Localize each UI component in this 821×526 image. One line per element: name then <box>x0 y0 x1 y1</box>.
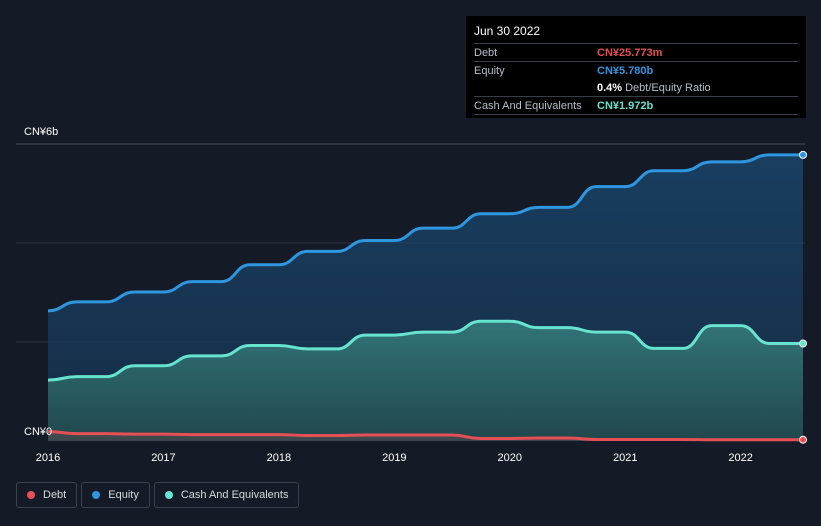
x-tick-label: 2017 <box>151 452 175 464</box>
tooltip-row-ratio: 0.4% Debt/Equity Ratio <box>474 79 798 96</box>
equity-end-point <box>799 150 807 159</box>
cash-and-equivalents-end-point <box>799 339 807 348</box>
tooltip-row-equity: Equity CN¥5.780b <box>474 61 798 79</box>
legend-item-equity[interactable]: Equity <box>81 482 150 508</box>
chart-legend: Debt Equity Cash And Equivalents <box>16 482 300 508</box>
tooltip-row-debt: Debt CN¥25.773m <box>474 43 798 61</box>
x-tick-label: 2021 <box>613 452 637 464</box>
debt-equity-ratio-value: 0.4% <box>597 82 623 94</box>
tooltip-row-cash: Cash And Equivalents CN¥1.972b <box>474 96 798 115</box>
tooltip-label: Debt <box>474 47 498 59</box>
x-tick-label: 2019 <box>382 452 406 464</box>
x-tick-label: 2020 <box>498 452 522 464</box>
tooltip-value: CN¥25.773m <box>597 47 663 59</box>
tooltip-date: Jun 30 2022 <box>474 24 541 38</box>
series-areas <box>48 154 803 441</box>
x-tick-label: 2022 <box>728 452 752 464</box>
debt-end-point <box>799 435 807 444</box>
y-axis-top-label: CN¥6b <box>24 126 58 138</box>
cash-dot-icon <box>164 491 173 499</box>
tooltip-panel: Jun 30 2022 Debt CN¥25.773m Equity CN¥5.… <box>466 16 806 118</box>
legend-item-debt[interactable]: Debt <box>16 482 78 508</box>
legend-label: Cash And Equivalents <box>180 489 289 501</box>
equity-dot-icon <box>92 491 101 499</box>
tooltip-value: CN¥1.972b <box>597 100 654 112</box>
x-tick-label: 2018 <box>267 452 291 464</box>
tooltip-value: CN¥5.780b <box>597 65 654 77</box>
x-tick-label: 2016 <box>36 452 60 464</box>
y-axis-bottom-label: CN¥0 <box>24 426 52 438</box>
debt-equity-ratio-label: Debt/Equity Ratio <box>625 82 711 94</box>
legend-label: Debt <box>43 489 67 501</box>
series-lines <box>47 153 803 442</box>
debt-line <box>47 430 803 442</box>
tooltip-label: Cash And Equivalents <box>474 100 582 112</box>
legend-label: Equity <box>108 489 139 501</box>
tooltip-label: Equity <box>474 65 505 77</box>
legend-item-cash[interactable]: Cash And Equivalents <box>153 482 300 508</box>
x-axis-ticks: 2016 2017 2018 2019 2020 2021 2022 <box>36 452 753 464</box>
equity-line <box>47 153 803 313</box>
series-end-points <box>799 150 807 444</box>
debt-dot-icon <box>27 491 35 499</box>
cash-and-equivalents-line <box>47 319 803 382</box>
